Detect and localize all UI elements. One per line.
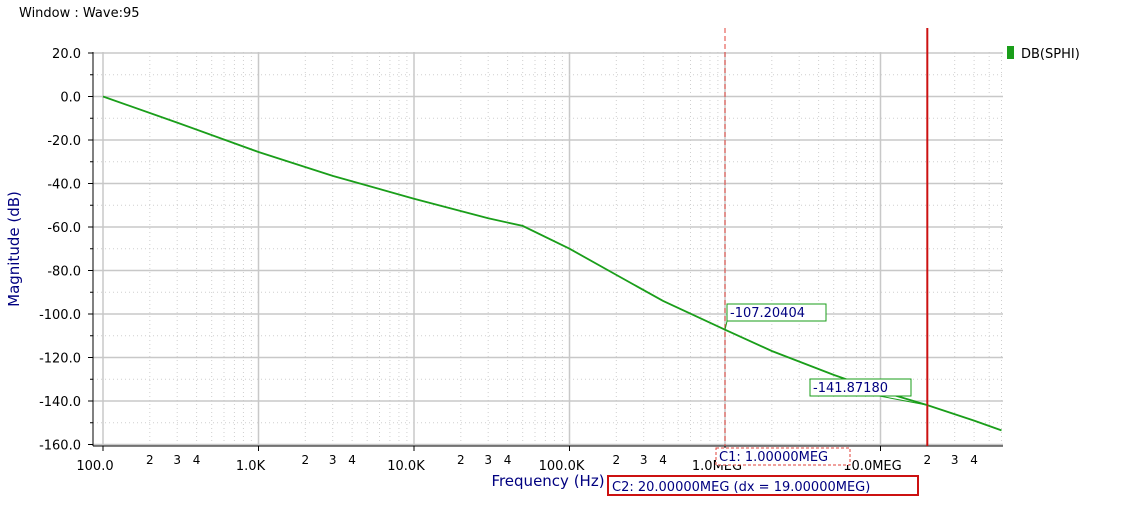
legend-label: DB(SPHI) [1021,47,1080,62]
x-minor-tick-label: 2 [457,453,465,467]
legend: DB(SPHI) [1007,46,1080,62]
cursor-c1-value-box [726,303,827,322]
grid [93,52,1003,446]
y-tick-label: -80.0 [47,265,81,280]
x-tick-label: 100.0K [539,459,585,474]
x-tick-label: 100.0 [76,459,113,474]
y-tick-label: 0.0 [60,91,81,106]
x-tick-label: 10.0MEG [843,459,901,474]
x-tick-label: 1.0K [236,459,266,474]
cursor-layer[interactable]: -107.20404 -141.87180 C1: 1.00000MEG C2: 20… [607,28,929,496]
x-minor-tick-label: 2 [923,453,931,467]
x-minor-tick-label: 4 [504,453,512,467]
cursor-c2-readout: C2: 20.00000MEG (dx = 19.00000MEG) [612,480,870,495]
cursor-c1-value: -107.20404 [730,306,805,321]
x-minor-tick-label: 4 [193,453,201,467]
y-tick-label: -120.0 [39,352,81,367]
x-minor-tick-label: 4 [348,453,356,467]
y-axis-title: Magnitude (dB) [5,191,23,307]
x-minor-tick-label: 2 [301,453,309,467]
x-minor-tick-label: 2 [612,453,620,467]
x-minor-tick-label: 4 [970,453,978,467]
x-tick-label: 10.0K [387,459,425,474]
cursor-c2-value-box [809,378,912,397]
window-title: Window : Wave:95 [19,6,140,21]
x-minor-tick-label: 3 [640,453,648,467]
y-tick-label: -140.0 [39,395,81,410]
cursor-c2-value: -141.87180 [813,381,888,396]
y-tick-label: 20.0 [52,47,81,62]
cursor-c1-readout-box[interactable] [715,447,851,466]
x-minor-tick-label: 4 [659,453,667,467]
y-tick-label: -40.0 [47,178,81,193]
x-axis-title: Frequency (Hz) [491,472,604,490]
legend-swatch [1007,46,1014,59]
cursor-c2-leader [873,394,928,406]
x-minor-tick-label: 3 [484,453,492,467]
x-minor-tick-label: 3 [951,453,959,467]
x-minor-tick-label: 3 [329,453,337,467]
y-tick-label: -20.0 [47,134,81,149]
y-tick-label: -100.0 [39,308,81,323]
y-tick-label: -60.0 [47,221,81,236]
axes: 20.0 0.0 -20.0 -40.0 -60.0 -80.0 -100.0 -120.0 -… [5,47,1003,490]
cursor-c2-readout-box[interactable] [607,475,919,496]
y-tick-label: -160.0 [39,439,81,454]
x-minor-tick-label: 3 [173,453,181,467]
x-minor-tick-label: 2 [146,453,154,467]
cursor-c1-readout: C1: 1.00000MEG [719,450,828,465]
